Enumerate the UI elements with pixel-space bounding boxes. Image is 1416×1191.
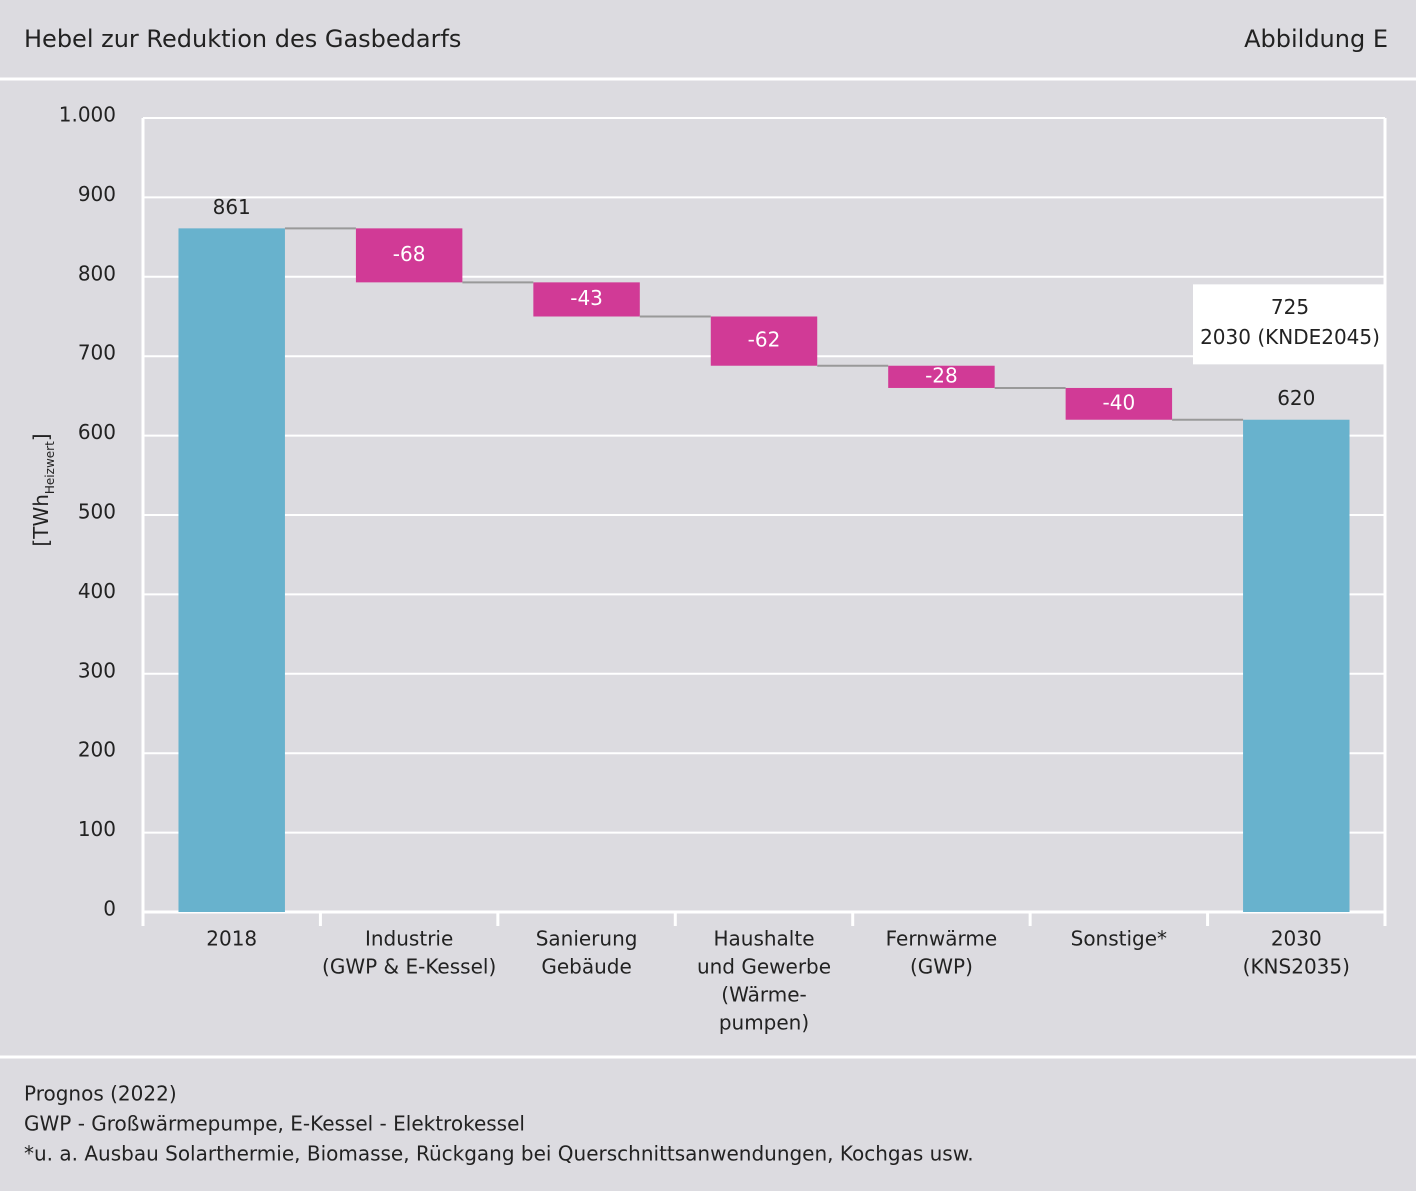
bar bbox=[355, 228, 463, 283]
x-tick-label: Sonstige* bbox=[1071, 927, 1167, 951]
y-tick-label: 800 bbox=[78, 261, 116, 285]
x-tick-label: (Wärme- bbox=[721, 983, 806, 1007]
bar bbox=[1243, 419, 1350, 912]
annotation-box bbox=[1193, 284, 1385, 365]
footnote: *u. a. Ausbau Solarthermie, Biomasse, Rü… bbox=[24, 1142, 974, 1166]
footnote: Prognos (2022) bbox=[24, 1082, 177, 1106]
y-label-part: [TWh bbox=[29, 494, 53, 546]
y-tick-label: 300 bbox=[78, 658, 116, 682]
bar bbox=[710, 316, 818, 366]
y-tick-label: 400 bbox=[78, 579, 116, 603]
y-tick-label: 900 bbox=[78, 182, 116, 206]
bar bbox=[533, 282, 640, 317]
x-tick-label: Fernwärme bbox=[886, 927, 998, 951]
title: Hebel zur Reduktion des Gasbedarfs bbox=[24, 25, 461, 53]
value-label: -68 bbox=[393, 242, 426, 266]
annotation-value: 725 bbox=[1271, 295, 1309, 319]
bar bbox=[178, 228, 285, 913]
annotation-label: 2030 (KNDE2045) bbox=[1200, 325, 1380, 349]
y-tick-label: 0 bbox=[103, 897, 116, 921]
x-tick-label: 2018 bbox=[206, 927, 257, 951]
y-tick-label: 700 bbox=[78, 341, 116, 365]
footnote: GWP - Großwärmepumpe, E-Kessel - Elektro… bbox=[24, 1112, 525, 1136]
x-tick-label: (GWP) bbox=[910, 955, 973, 979]
x-tick-label: und Gewerbe bbox=[697, 955, 831, 979]
y-label-part: ] bbox=[29, 433, 53, 441]
y-label-sub: Heizwert bbox=[43, 441, 57, 494]
x-tick-label: (GWP & E-Kessel) bbox=[322, 955, 496, 979]
x-tick-label: Gebäude bbox=[541, 955, 631, 979]
value-label: -28 bbox=[925, 363, 958, 387]
value-label: -43 bbox=[570, 286, 603, 310]
y-tick-label: 600 bbox=[78, 420, 116, 444]
x-tick-label: (KNS2035) bbox=[1243, 955, 1350, 979]
value-label: 861 bbox=[213, 195, 251, 219]
x-tick-label: Industrie bbox=[365, 927, 453, 951]
x-tick-label: Sanierung bbox=[536, 927, 638, 951]
x-tick-label: pumpen) bbox=[719, 1011, 809, 1035]
value-label: -40 bbox=[1103, 390, 1136, 414]
y-tick-label: 100 bbox=[78, 817, 116, 841]
y-tick-label: 500 bbox=[78, 500, 116, 524]
bar bbox=[1065, 387, 1173, 420]
figure-label: Abbildung E bbox=[1244, 25, 1388, 53]
y-tick-label: 200 bbox=[78, 738, 116, 762]
y-axis-label: [TWhHeizwert] bbox=[29, 433, 57, 546]
bar bbox=[888, 365, 995, 388]
x-tick-label: 2030 bbox=[1271, 927, 1322, 951]
value-label: 620 bbox=[1277, 386, 1315, 410]
y-tick-label: 1.000 bbox=[59, 103, 116, 127]
x-tick-label: Haushalte bbox=[713, 927, 814, 951]
value-label: -62 bbox=[748, 328, 781, 352]
